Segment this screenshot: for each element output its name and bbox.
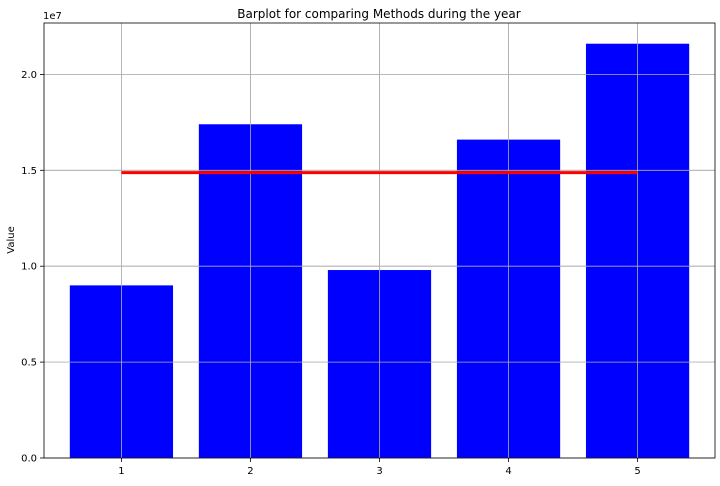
x-tick-label: 5 bbox=[634, 466, 640, 477]
y-tick-label: 2.0 bbox=[21, 70, 37, 81]
x-tick-label: 4 bbox=[505, 466, 511, 477]
tick-labels: 1 2 3 4 5 0.0 0.5 1.0 1.5 2.0 bbox=[21, 70, 641, 477]
y-tick-label: 1.5 bbox=[21, 166, 37, 177]
chart-title: Barplot for comparing Methods during the… bbox=[237, 7, 520, 21]
x-tick-label: 1 bbox=[118, 466, 124, 477]
y-tick-label: 0.5 bbox=[21, 358, 37, 369]
x-tick-label: 2 bbox=[247, 466, 253, 477]
y-axis-offset-label: 1e7 bbox=[43, 11, 62, 22]
y-axis-label: Value bbox=[6, 226, 17, 253]
y-tick-label: 0.0 bbox=[21, 454, 37, 465]
y-tick-label: 1.0 bbox=[21, 262, 37, 273]
x-tick-label: 3 bbox=[376, 466, 382, 477]
